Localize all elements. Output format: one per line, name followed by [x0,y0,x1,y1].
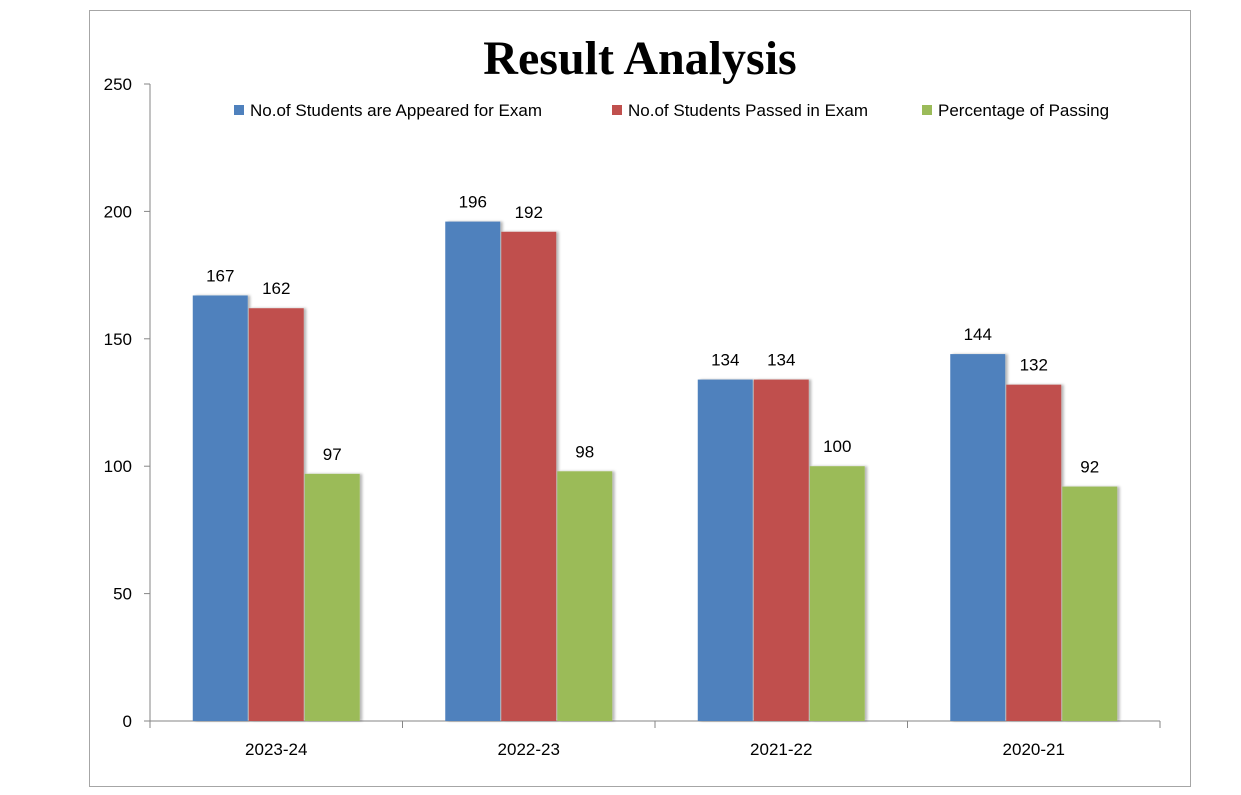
bar [753,379,809,721]
data-label: 144 [964,325,992,344]
bars-group [192,221,1118,722]
data-label: 132 [1020,356,1048,375]
x-category-label: 2020-21 [1003,740,1065,759]
y-axis: 0 50 100 150 200 250 [104,75,151,731]
y-tick-label: 50 [113,585,132,604]
bar [1006,384,1062,721]
bar [445,221,501,722]
legend-label: No.of Students Passed in Exam [628,101,868,120]
data-label: 92 [1080,458,1099,477]
legend-swatch [922,105,932,115]
data-label: 162 [262,279,290,298]
legend-swatch [612,105,622,115]
y-tick-label: 100 [104,457,132,476]
bar [697,379,753,721]
x-category-label: 2021-22 [750,740,812,759]
bar [304,473,360,721]
data-label: 134 [711,351,739,370]
legend-item: No.of Students Passed in Exam [612,101,868,120]
data-label: 167 [206,266,234,285]
bar [248,308,304,721]
legend: No.of Students are Appeared for Exam No.o… [234,101,1109,120]
legend-swatch [234,105,244,115]
y-tick-label: 0 [123,712,132,731]
y-tick-label: 150 [104,330,132,349]
data-label: 98 [575,442,594,461]
y-tick-label: 250 [104,75,132,94]
data-label: 97 [323,445,342,464]
bar [1062,486,1118,721]
legend-label: No.of Students are Appeared for Exam [250,101,542,120]
chart-title: Result Analysis [483,32,796,85]
legend-item: No.of Students are Appeared for Exam [234,101,542,120]
legend-item: Percentage of Passing [922,101,1109,120]
bar [557,471,613,721]
x-category-label: 2023-24 [245,740,307,759]
data-label: 196 [459,193,487,212]
data-labels-group: 167 196 134 144 162 192 134 132 97 98 100 92 [206,193,1099,477]
bar [501,231,557,721]
y-tick-label: 200 [104,202,132,221]
x-axis: 2023-24 2022-23 2021-22 2020-21 [149,720,1161,759]
data-label: 134 [767,351,795,370]
bar [192,295,248,721]
legend-label: Percentage of Passing [938,101,1109,120]
x-category-label: 2022-23 [498,740,560,759]
data-label: 100 [823,437,851,456]
bar [950,354,1006,721]
bar [809,466,865,721]
data-label: 192 [515,203,543,222]
